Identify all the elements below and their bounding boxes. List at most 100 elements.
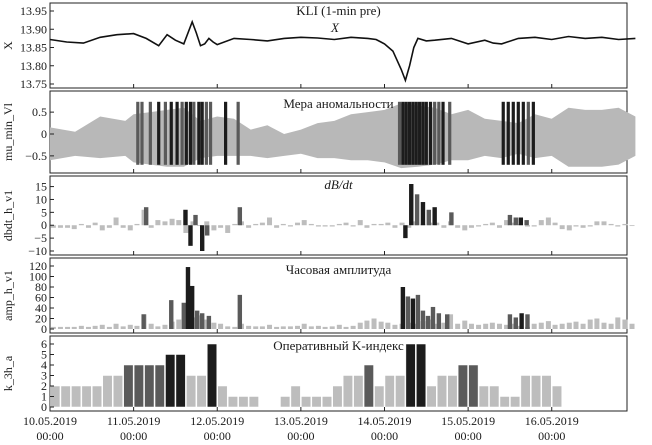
panel-3-highlight-bar bbox=[519, 313, 524, 329]
panel-2-bar bbox=[489, 222, 495, 226]
k-index-bar bbox=[290, 385, 301, 408]
panel-2-bar bbox=[468, 225, 474, 228]
k-index-bar bbox=[520, 375, 531, 408]
k-index-bar bbox=[123, 364, 134, 408]
panel-frames bbox=[49, 2, 628, 412]
series-line-X bbox=[49, 19, 636, 83]
k-index-bar bbox=[165, 354, 176, 408]
panel-2-highlight-bar bbox=[409, 184, 414, 226]
panel-2-bar bbox=[120, 225, 126, 228]
panel-1-ytick-label: 0.5 bbox=[32, 105, 47, 119]
panel-2-bar bbox=[218, 225, 224, 228]
panel-2-bar bbox=[148, 225, 154, 228]
panel-4-ylabel: k_3h_a bbox=[1, 355, 15, 391]
k-index-bar bbox=[541, 375, 552, 408]
x-tick-time: 00:00 bbox=[36, 429, 63, 443]
k-index-bar bbox=[510, 396, 521, 408]
k-index-bar bbox=[531, 375, 542, 408]
panel-2-bar bbox=[573, 225, 579, 227]
panel-2-bar bbox=[329, 225, 335, 227]
panel-2-bar bbox=[406, 225, 412, 228]
panel-2-bar bbox=[531, 225, 537, 227]
x-tick-date: 14.05.2019 bbox=[357, 414, 411, 428]
panel-3-bar bbox=[615, 317, 621, 329]
panel-3-bar bbox=[594, 318, 600, 329]
anomaly-spike bbox=[441, 101, 445, 165]
panel-2-bar bbox=[594, 221, 600, 226]
x-tick-date: 11.05.2019 bbox=[107, 414, 161, 428]
panel-3-highlight-bar bbox=[194, 310, 200, 329]
panel-2-highlight-bar bbox=[513, 217, 518, 226]
k-index-bar bbox=[437, 375, 447, 408]
anomaly-spike bbox=[175, 101, 179, 165]
panel-3-ytick-label: 40 bbox=[35, 301, 47, 315]
panel-3-bar bbox=[378, 321, 384, 329]
panel-2-bar bbox=[399, 222, 405, 226]
panel-3-highlight-bar bbox=[199, 313, 205, 329]
x-tick-date: 15.05.2019 bbox=[441, 414, 495, 428]
panel-1-ylabel: mu_min_Vl bbox=[1, 102, 15, 161]
panel-3-highlight-bar bbox=[410, 298, 416, 329]
panel-2-ytick-label: −5 bbox=[34, 231, 47, 245]
panel-3-bar bbox=[392, 324, 398, 329]
panel-2-bar bbox=[92, 222, 98, 226]
panel-4-ytick-label: 3 bbox=[41, 369, 47, 383]
panel-2-bar bbox=[496, 225, 502, 228]
panel-4-ytick-label: 4 bbox=[41, 358, 47, 372]
panel-3-bar bbox=[462, 320, 468, 329]
panel-2-bar bbox=[225, 225, 231, 233]
panel-3-bar bbox=[287, 326, 293, 329]
panel-2-bar bbox=[162, 221, 168, 226]
panel-3-bar bbox=[336, 324, 342, 329]
panel-2-bar bbox=[322, 225, 328, 227]
panel-2-bar bbox=[85, 225, 91, 228]
panel-4-ytick-label: 0 bbox=[41, 400, 47, 414]
panel-2-highlight-bar bbox=[403, 225, 408, 239]
x-tick-time: 00:00 bbox=[287, 429, 314, 443]
k-index-bar bbox=[489, 385, 500, 408]
k-index-bar bbox=[154, 364, 165, 408]
k-index-bar bbox=[426, 385, 437, 408]
panel-2-bar bbox=[274, 225, 280, 228]
panel-2-bar bbox=[287, 225, 293, 227]
k-index-bar bbox=[238, 396, 249, 408]
k-index-bar bbox=[217, 385, 228, 408]
panel-3-bar bbox=[510, 323, 516, 329]
anomaly-spike bbox=[526, 101, 530, 165]
panel-3-highlight-bar bbox=[415, 294, 421, 329]
panel-2-bar bbox=[246, 225, 252, 228]
panel-2-bar bbox=[280, 223, 286, 226]
chart-marks bbox=[49, 19, 636, 408]
panel-2-highlight-bar bbox=[432, 207, 437, 226]
k-index-bar bbox=[71, 385, 82, 408]
anomaly-spike bbox=[531, 101, 535, 165]
panel-2-bar bbox=[134, 223, 140, 226]
x-tick-time: 00:00 bbox=[371, 429, 398, 443]
x-tick-date: 10.05.2019 bbox=[23, 414, 77, 428]
panel-3-bar bbox=[552, 324, 558, 329]
anomaly-spike bbox=[140, 101, 144, 165]
anomaly-spike bbox=[397, 101, 402, 165]
k-index-bar bbox=[144, 364, 155, 408]
panel-4-ytick-label: 1 bbox=[41, 390, 47, 404]
panel-2-ytick-label: 5 bbox=[41, 205, 47, 219]
panel-3-bar bbox=[601, 322, 607, 329]
panel-3-bar bbox=[622, 319, 628, 329]
anomaly-spike bbox=[236, 101, 240, 165]
panel-3-bar bbox=[65, 326, 71, 329]
panel-4-ytick-label: 2 bbox=[41, 379, 47, 393]
panel-3-bar bbox=[322, 326, 328, 329]
panel-3-bar bbox=[566, 322, 572, 329]
panel-3-bar bbox=[113, 323, 119, 329]
panel-2-ylabel: dbdt_h_v1 bbox=[1, 190, 15, 241]
anomaly-spike bbox=[197, 101, 201, 165]
anomaly-spike bbox=[204, 101, 208, 165]
panel-3-bar bbox=[99, 324, 105, 329]
panel-0-title: KLI (1-min pre) bbox=[296, 3, 380, 18]
panel-2-bar bbox=[524, 225, 530, 227]
panel-2-bar bbox=[587, 225, 593, 227]
panel-4-ytick-label: 6 bbox=[41, 337, 47, 351]
anomaly-spike bbox=[418, 101, 422, 165]
panel-3-highlight-bar bbox=[430, 306, 436, 329]
